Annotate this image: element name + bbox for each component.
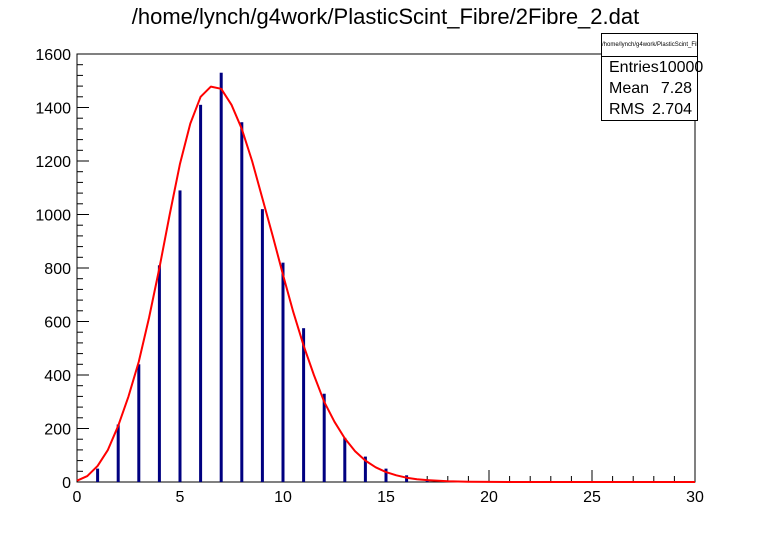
y-tick-label: 1400 — [35, 101, 71, 118]
stat-label: Entries — [609, 59, 659, 76]
histogram-bar — [96, 468, 100, 482]
y-tick-label: 1200 — [35, 154, 71, 171]
y-tick-label: 400 — [44, 368, 71, 385]
y-tick-label: 200 — [44, 422, 71, 439]
stat-row-entries: Entries 10000 — [602, 57, 703, 78]
x-tick-label: 10 — [274, 489, 292, 506]
y-tick-label: 1000 — [35, 208, 71, 225]
x-tick-label: 25 — [583, 489, 601, 506]
stat-label: RMS — [609, 101, 645, 118]
histogram-bar — [157, 265, 161, 482]
fit-curve — [76, 85, 695, 483]
stat-row-mean: Mean 7.28 — [602, 78, 697, 99]
x-tick-label: 5 — [176, 489, 185, 506]
stat-value: 10000 — [658, 59, 704, 76]
histogram-bar — [322, 393, 326, 482]
y-tick-label: 0 — [62, 475, 71, 492]
x-tick-label: 20 — [480, 489, 498, 506]
histogram-bar — [116, 424, 120, 482]
stat-row-rms: RMS 2.704 — [602, 99, 697, 120]
histogram-bar — [260, 209, 264, 482]
histogram-bar — [384, 468, 388, 482]
y-tick-label: 1600 — [35, 47, 71, 64]
histogram-bar — [302, 328, 306, 482]
statistics-box-header: /home/lynch/g4work/PlasticScint_Fibre/2F… — [602, 34, 697, 57]
y-tick-label: 800 — [44, 261, 71, 278]
chart-title: /home/lynch/g4work/PlasticScint_Fibre/2F… — [131, 4, 640, 29]
histogram-bar — [199, 104, 203, 482]
stat-value: 7.28 — [660, 80, 692, 97]
x-tick-label: 15 — [377, 489, 395, 506]
histogram-bar — [281, 262, 285, 482]
histogram-bar — [137, 364, 141, 482]
y-tick-label: 600 — [44, 315, 71, 332]
histogram-bar — [343, 437, 347, 482]
x-tick-label: 30 — [686, 489, 704, 506]
histogram-bar — [178, 190, 182, 483]
x-tick-label: 0 — [73, 489, 82, 506]
stat-value: 2.704 — [651, 101, 692, 118]
histogram-bar — [219, 72, 223, 482]
stat-label: Mean — [609, 80, 650, 97]
histogram-bar — [240, 122, 244, 483]
statistics-box: /home/lynch/g4work/PlasticScint_Fibre/2F… — [601, 33, 703, 121]
histogram-bar — [363, 456, 367, 482]
